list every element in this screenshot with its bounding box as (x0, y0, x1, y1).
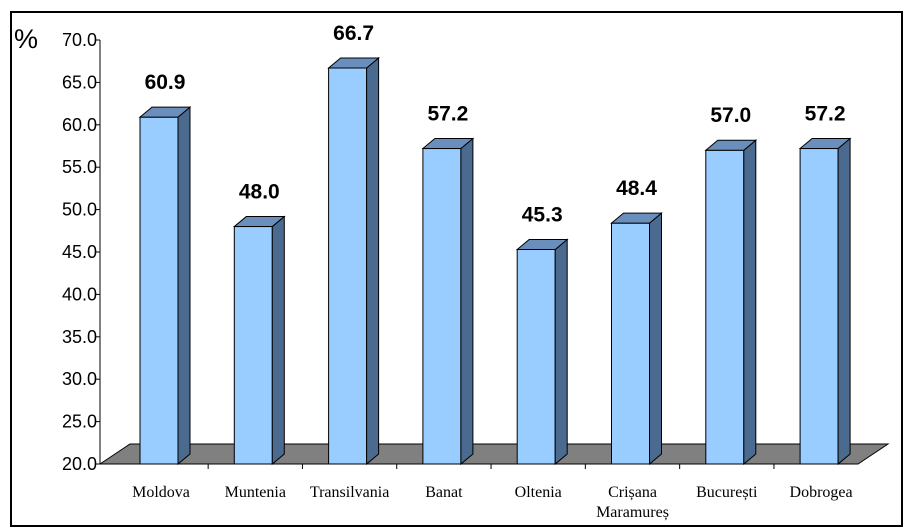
bar-top (138, 106, 192, 118)
bar-side (271, 215, 285, 466)
x-category-label: București (696, 484, 758, 501)
bar-front (611, 222, 650, 465)
bar-value-label: 60.9 (145, 71, 186, 94)
bar-front (328, 67, 368, 465)
x-category-label: Oltenia (515, 484, 562, 501)
bar-front (233, 226, 273, 465)
y-tick-label: 50.0 (62, 200, 97, 220)
bar-side (554, 238, 568, 466)
y-tick-label: 35.0 (62, 327, 97, 347)
bar-top (704, 139, 758, 151)
x-category-label: Transilvania (310, 484, 389, 501)
bar-top (515, 238, 569, 250)
x-category-label: Crișana (608, 484, 657, 501)
bar-front (705, 149, 745, 465)
bar-top (327, 57, 380, 69)
bar-side (743, 139, 757, 466)
bar-value-label: 48.0 (239, 181, 280, 204)
x-category-label-line2: Maramureș (596, 504, 669, 521)
bar-value-label: 57.2 (805, 103, 846, 126)
bar-side (649, 212, 662, 466)
bar-value-label: 66.7 (333, 22, 374, 45)
y-tick-label: 30.0 (62, 369, 97, 389)
bar-side (366, 56, 380, 466)
bar-side (837, 137, 851, 466)
bar-value-label: 48.4 (616, 177, 657, 200)
bar-front (139, 116, 179, 465)
chart-floor (98, 443, 890, 465)
bar-side (460, 137, 474, 466)
y-tick-label: 20.0 (62, 454, 97, 474)
bar-front (799, 148, 839, 465)
x-category-label: Dobrogea (790, 484, 853, 501)
bar-front (516, 248, 556, 465)
bar-value-label: 57.0 (710, 104, 751, 127)
bar-value-label: 45.3 (522, 203, 563, 226)
y-tick-label: 70.0 (62, 30, 97, 50)
bar-top (798, 138, 852, 150)
bar-top (610, 212, 663, 224)
y-tick-label: 45.0 (62, 242, 97, 262)
x-category-label: Banat (425, 484, 463, 501)
bar-value-label: 57.2 (427, 103, 468, 126)
bar-side (177, 106, 191, 466)
y-tick-label: 60.0 (62, 115, 97, 135)
y-axis-unit: % (14, 24, 38, 54)
x-category-label: Moldova (132, 484, 190, 501)
y-tick-label: 40.0 (62, 284, 97, 304)
bar-top (232, 216, 286, 228)
bar-front (422, 148, 462, 465)
bar-top (421, 138, 475, 150)
x-category-label: Muntenia (225, 484, 286, 501)
y-tick-label: 55.0 (62, 157, 97, 177)
y-tick-label: 65.0 (62, 72, 97, 92)
y-tick-label: 25.0 (62, 412, 97, 432)
